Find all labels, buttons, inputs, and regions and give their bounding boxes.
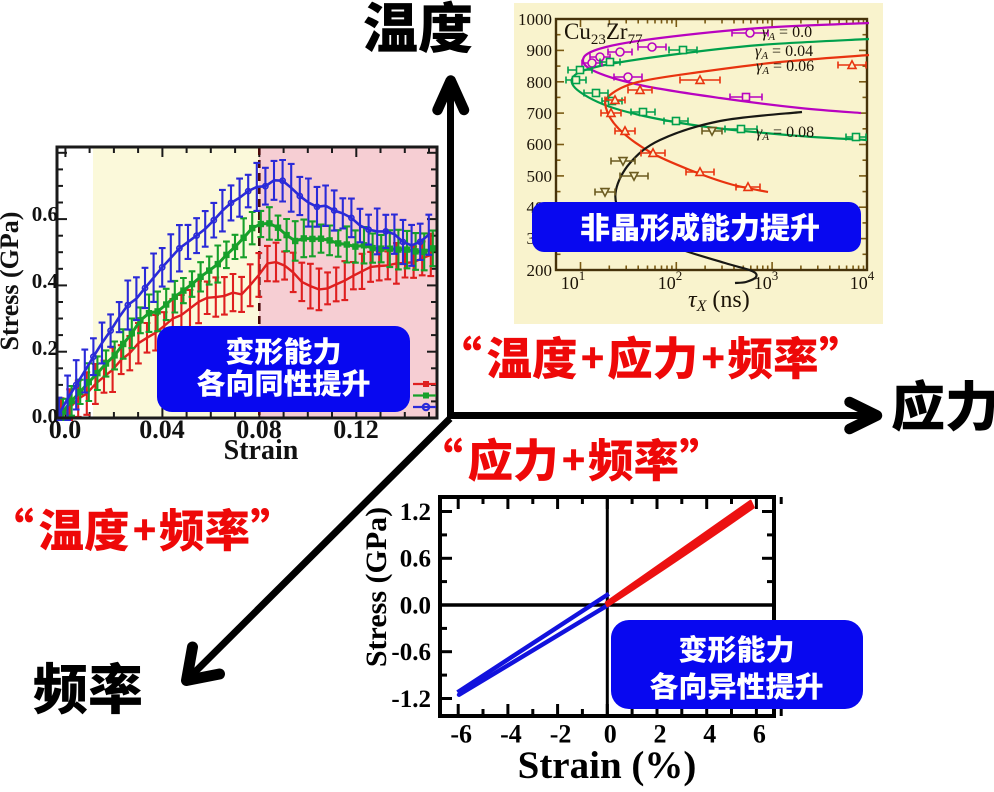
svg-text:γA = 0.06: γA = 0.06 — [756, 58, 814, 77]
svg-text:-4: -4 — [500, 720, 522, 749]
svg-text:-2: -2 — [550, 720, 572, 749]
svg-text:0.12: 0.12 — [333, 415, 379, 444]
svg-text:Strain: Strain — [224, 435, 299, 466]
svg-text:0.6: 0.6 — [400, 546, 431, 573]
svg-text:0.0: 0.0 — [49, 415, 82, 444]
svg-text:Strain (%): Strain (%) — [518, 744, 697, 787]
svg-text:0.0: 0.0 — [32, 404, 58, 428]
svg-text:1000: 1000 — [518, 10, 552, 29]
svg-text:600: 600 — [527, 135, 553, 154]
svg-text:500: 500 — [527, 167, 553, 186]
svg-text:Stress (GPa): Stress (GPa) — [0, 212, 24, 351]
svg-text:-6: -6 — [450, 720, 472, 749]
svg-text:0.0: 0.0 — [400, 592, 431, 619]
svg-text:γA = 0.08: γA = 0.08 — [756, 124, 814, 143]
svg-text:γA = 0.0: γA = 0.0 — [762, 24, 812, 43]
svg-text:700: 700 — [527, 104, 553, 123]
svg-text:0.08: 0.08 — [236, 415, 282, 444]
svg-text:1.2: 1.2 — [400, 499, 431, 526]
svg-text:-0.6: -0.6 — [391, 639, 431, 666]
svg-text:4: 4 — [703, 720, 716, 749]
svg-text:γA = 0.04: γA = 0.04 — [755, 43, 813, 62]
svg-text:6: 6 — [753, 720, 766, 749]
svg-text:0.04: 0.04 — [139, 415, 185, 444]
svg-text:0.2: 0.2 — [32, 336, 58, 360]
svg-text:τX (ns): τX (ns) — [688, 287, 750, 315]
svg-text:-1.2: -1.2 — [391, 686, 431, 713]
svg-text:Stress (GPa): Stress (GPa) — [360, 507, 393, 667]
svg-text:900: 900 — [527, 41, 553, 60]
svg-text:0.4: 0.4 — [32, 269, 59, 293]
svg-text:0: 0 — [604, 720, 617, 749]
svg-text:2: 2 — [654, 720, 667, 749]
svg-text:200: 200 — [527, 261, 553, 280]
svg-text:0.6: 0.6 — [32, 202, 58, 226]
svg-text:800: 800 — [527, 73, 553, 92]
